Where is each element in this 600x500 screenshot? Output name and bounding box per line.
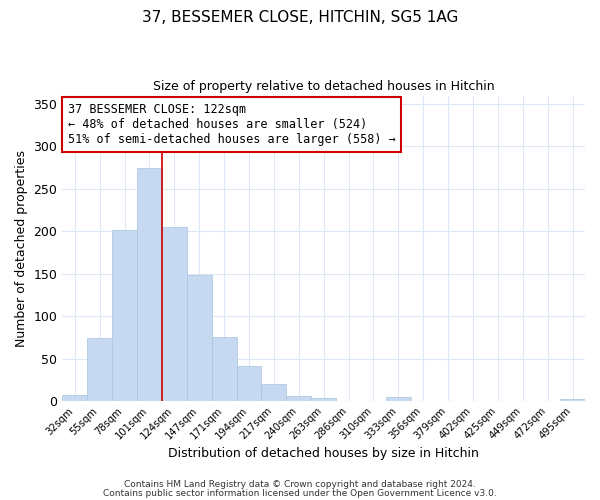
Bar [162, 227, 187, 401]
Bar [386, 396, 411, 401]
Text: Contains public sector information licensed under the Open Government Licence v3: Contains public sector information licen… [103, 488, 497, 498]
Bar [311, 398, 336, 401]
X-axis label: Distribution of detached houses by size in Hitchin: Distribution of detached houses by size … [168, 447, 479, 460]
Bar [112, 230, 137, 401]
Bar [262, 384, 286, 401]
Text: Contains HM Land Registry data © Crown copyright and database right 2024.: Contains HM Land Registry data © Crown c… [124, 480, 476, 489]
Bar [87, 338, 112, 401]
Bar [560, 400, 585, 401]
Title: Size of property relative to detached houses in Hitchin: Size of property relative to detached ho… [153, 80, 494, 93]
Bar [286, 396, 311, 401]
Bar [212, 338, 236, 401]
Text: 37 BESSEMER CLOSE: 122sqm
← 48% of detached houses are smaller (524)
51% of semi: 37 BESSEMER CLOSE: 122sqm ← 48% of detac… [68, 103, 395, 146]
Bar [137, 168, 162, 401]
Bar [62, 395, 87, 401]
Text: 37, BESSEMER CLOSE, HITCHIN, SG5 1AG: 37, BESSEMER CLOSE, HITCHIN, SG5 1AG [142, 10, 458, 25]
Bar [187, 274, 212, 401]
Bar [236, 366, 262, 401]
Y-axis label: Number of detached properties: Number of detached properties [15, 150, 28, 347]
